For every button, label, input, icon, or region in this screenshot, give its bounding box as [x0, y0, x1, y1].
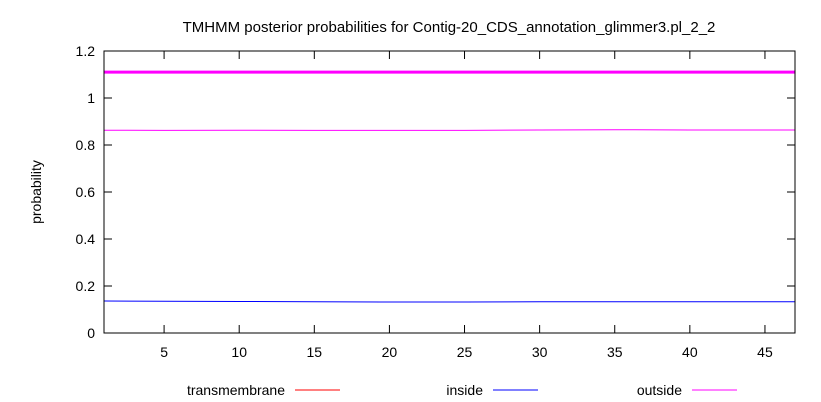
plot-area	[103, 70, 795, 334]
y-tick-label: 0.6	[76, 184, 96, 200]
y-tick-label: 1	[87, 90, 95, 106]
x-tick-label: 20	[382, 344, 398, 360]
x-tick-label: 40	[682, 344, 698, 360]
x-tick-label: 10	[231, 344, 247, 360]
y-tick-label: 0.2	[76, 278, 96, 294]
legend-label-outside: outside	[637, 382, 682, 398]
y-tick-label: 0.8	[76, 137, 96, 153]
series-line-outside	[103, 129, 795, 131]
x-tick-label: 5	[160, 344, 168, 360]
plot-frame	[103, 50, 796, 334]
x-tick-label: 30	[532, 344, 548, 360]
legend-label-transmembrane: transmembrane	[187, 382, 285, 398]
series-line-inside	[103, 300, 795, 303]
y-tick-label: 1.2	[76, 43, 96, 59]
x-tick-label: 35	[607, 344, 623, 360]
axes: 0 0.2 0.4 0.6 0.8 1 1.2 5 10 15 20 25 30 35 40 45	[76, 43, 796, 360]
legend: transmembrane inside outside	[187, 382, 737, 398]
y-tick-label: 0.4	[76, 231, 96, 247]
x-tick-label: 25	[457, 344, 473, 360]
chart-title: TMHMM posterior probabilities for Contig…	[183, 19, 716, 36]
legend-label-inside: inside	[446, 382, 483, 398]
y-axis-label: probability	[28, 160, 44, 224]
x-tick-label: 15	[307, 344, 323, 360]
x-tick-label: 45	[757, 344, 773, 360]
y-tick-label: 0	[87, 325, 95, 341]
